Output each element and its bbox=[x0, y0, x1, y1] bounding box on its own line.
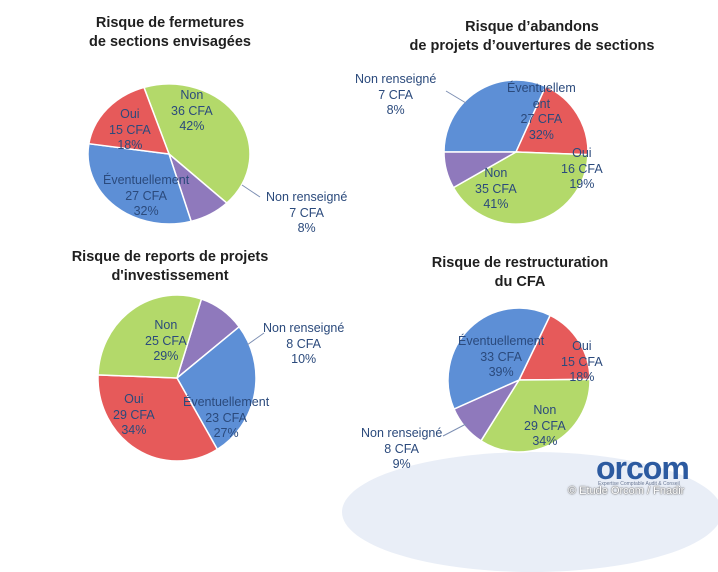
slice-label-line: ent bbox=[532, 96, 551, 111]
slice-label-line: 27% bbox=[213, 426, 239, 440]
slice-label-line: 34% bbox=[121, 423, 147, 437]
slice-label-line: 15 CFA bbox=[109, 122, 151, 137]
slice-label-line: 9% bbox=[392, 457, 411, 471]
slice-label: Oui 16 CFA 19% bbox=[561, 146, 603, 193]
slice-label-line: Non bbox=[533, 403, 557, 417]
pie-slice-non bbox=[142, 83, 251, 205]
slice-label: Non renseigné 7 CFA 8% bbox=[355, 72, 436, 119]
slice-label-line: 19% bbox=[569, 177, 595, 191]
chart-title-line: d'investissement bbox=[111, 268, 229, 284]
orcom-logo: orcom bbox=[596, 450, 690, 486]
chart-title-4: Risque de restructuration du CFA bbox=[410, 254, 630, 292]
chart-title-line: Risque d’abandons bbox=[465, 19, 599, 35]
slice-label: Non renseigné 8 CFA 9% bbox=[361, 426, 442, 473]
slice-label-line: Oui bbox=[124, 392, 144, 406]
slice-label-line: 32% bbox=[528, 127, 554, 142]
slice-label: Non 35 CFA 41% bbox=[475, 166, 517, 213]
slice-label-line: Non bbox=[180, 88, 204, 102]
chart-title-line: Risque de reports de projets bbox=[71, 249, 269, 265]
pie-slice-non-renseign- bbox=[443, 151, 519, 189]
pie-slice-oui bbox=[97, 374, 219, 462]
slice-label-line: Éventuellem bbox=[507, 81, 576, 95]
slice-label-line: Non renseigné bbox=[355, 72, 437, 86]
slice-label-line: Oui bbox=[572, 339, 592, 353]
slice-label-line: 7 CFA bbox=[289, 205, 325, 220]
pie-slice-oui bbox=[514, 85, 589, 156]
leader-line bbox=[246, 332, 265, 346]
slice-label-line: 8 CFA bbox=[286, 336, 322, 351]
slice-label-line: Non renseigné bbox=[263, 321, 345, 335]
slice-label: Non renseigné 7 CFA 8% bbox=[266, 190, 347, 237]
orcom-logo-tagline: Expertise Comptable Audit & Conseil bbox=[598, 481, 680, 487]
chart-stage: Risque de fermetures de sections envisagé… bbox=[60, 14, 718, 572]
slice-label-line: 29 CFA bbox=[524, 418, 566, 433]
slice-label: Non 29 CFA 34% bbox=[524, 403, 566, 450]
chart-title-2: Risque d’abandons de projets d’ouvertures… bbox=[400, 18, 664, 56]
slice-label: Oui 15 CFA 18% bbox=[109, 107, 151, 154]
slice-label-line: Oui bbox=[120, 107, 140, 121]
slice-label-line: 29 CFA bbox=[113, 407, 155, 422]
slice-label-line: Éventuellement bbox=[103, 173, 190, 187]
slice-label-line: 23 CFA bbox=[205, 410, 247, 425]
slice-label-line: Oui bbox=[572, 146, 592, 160]
pie-slice-oui bbox=[517, 314, 591, 381]
slice-label-line: 34% bbox=[532, 434, 558, 448]
pie-slice-oui bbox=[88, 86, 171, 155]
pie-slice--ventuellement bbox=[87, 142, 193, 225]
slice-label-line: 8% bbox=[297, 221, 316, 235]
slice-label-line: Éventuellement bbox=[458, 334, 545, 348]
slice-label-line: 32% bbox=[133, 204, 159, 218]
pie-charts-svg bbox=[87, 79, 591, 462]
chart-title-line: Risque de restructuration bbox=[431, 255, 609, 271]
pie-slice--ventuellement bbox=[443, 79, 547, 153]
chart-title-line: de projets d’ouvertures de sections bbox=[409, 38, 655, 54]
slice-label-line: 8 CFA bbox=[384, 441, 420, 456]
leader-line bbox=[241, 184, 261, 198]
chart-title-3: Risque de reports de projets d'investisse… bbox=[60, 248, 280, 286]
slice-label-line: Non renseigné bbox=[266, 190, 348, 204]
slice-label-line: 39% bbox=[488, 365, 514, 379]
pie-slice--ventuellement bbox=[447, 307, 552, 411]
slice-label: Éventuellement 33 CFA 39% bbox=[458, 334, 544, 381]
slice-label-line: 18% bbox=[569, 370, 595, 384]
slice-label-line: 27 CFA bbox=[125, 188, 167, 203]
pie-slice-non bbox=[452, 151, 589, 225]
slice-label: Éventuellement 23 CFA 27% bbox=[183, 395, 269, 442]
slice-label-line: Non bbox=[154, 318, 178, 332]
photo-credit: © Etude Orcom / Fnadir bbox=[568, 485, 685, 497]
slice-label-line: 10% bbox=[291, 352, 317, 366]
slice-label-line: 25 CFA bbox=[145, 333, 187, 348]
slice-label-line: Éventuellement bbox=[183, 395, 270, 409]
slice-label-line: 35 CFA bbox=[475, 181, 517, 196]
chart-title-line: du CFA bbox=[494, 274, 546, 290]
leader-line bbox=[445, 90, 467, 104]
slice-label: Non 25 CFA 29% bbox=[145, 318, 187, 365]
slice-label: Non renseigné 8 CFA 10% bbox=[263, 321, 344, 368]
slice-label-line: 18% bbox=[117, 138, 143, 152]
slice-label-line: 36 CFA bbox=[171, 103, 213, 118]
slice-label-line: 41% bbox=[483, 197, 509, 211]
chart-title-1: Risque de fermetures de sections envisagé… bbox=[60, 14, 280, 52]
slice-label-line: 27 CFA bbox=[520, 112, 563, 126]
chart-title-line: de sections envisagées bbox=[89, 34, 251, 50]
slice-label-line: 33 CFA bbox=[480, 349, 522, 364]
slice-label-line: Non bbox=[484, 166, 508, 180]
slice-label-line: 15 CFA bbox=[561, 354, 603, 369]
leader-line bbox=[442, 423, 467, 437]
slice-label-line: Non renseigné bbox=[361, 426, 443, 440]
pie-slice--ventuellement bbox=[176, 325, 257, 451]
chart-title-line: Risque de fermetures bbox=[95, 15, 245, 31]
slice-label-line: 29% bbox=[153, 349, 179, 363]
slice-label-line: 42% bbox=[179, 119, 205, 133]
slice-label-line: 8% bbox=[386, 103, 405, 117]
slice-label: Oui 29 CFA 34% bbox=[113, 392, 155, 439]
slice-label: Non 36 CFA 42% bbox=[171, 88, 213, 135]
slice-label-line: 7 CFA bbox=[378, 87, 414, 102]
pie-slice-non bbox=[97, 294, 203, 379]
slice-label-line: 16 CFA bbox=[561, 161, 603, 176]
slice-label: Oui 15 CFA 18% bbox=[561, 339, 603, 386]
